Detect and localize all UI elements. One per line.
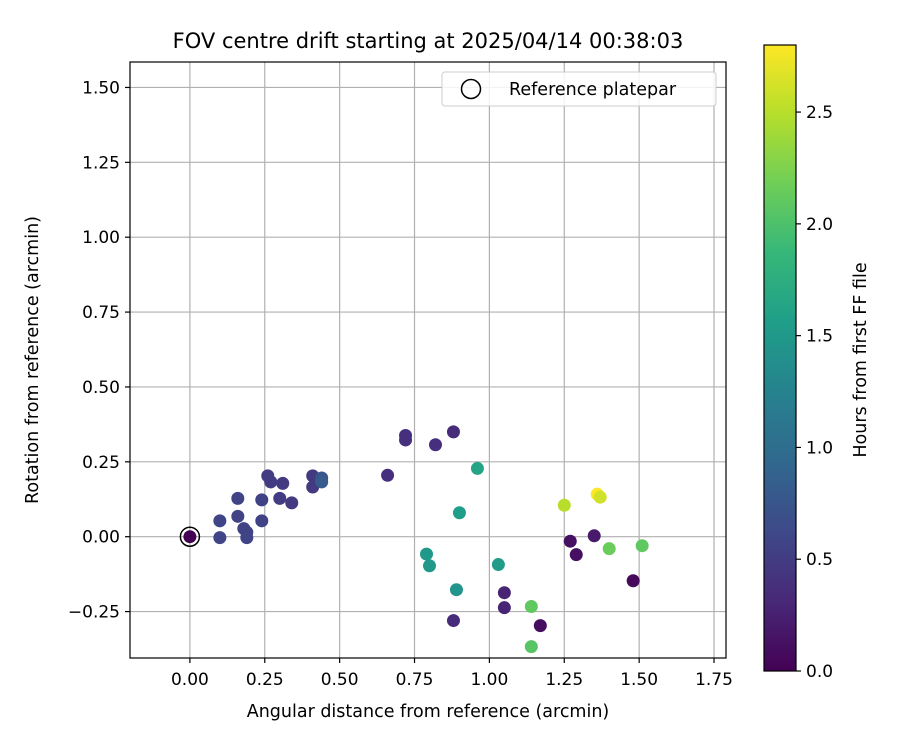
reference-marker-layer — [179, 526, 201, 547]
data-point — [399, 433, 413, 447]
colorbar-tick-label: 2.0 — [806, 215, 833, 235]
x-tick-label: 0.75 — [396, 670, 434, 690]
data-point — [497, 601, 511, 615]
data-point — [183, 530, 197, 544]
y-tick-label: 0.50 — [82, 378, 120, 398]
data-points — [183, 425, 649, 654]
data-point — [635, 539, 649, 553]
data-point — [231, 509, 245, 523]
x-tick-label: 1.25 — [545, 670, 583, 690]
data-point — [563, 534, 577, 548]
data-point — [569, 548, 583, 562]
data-point — [420, 547, 434, 561]
y-tick-label: 0.25 — [82, 453, 120, 473]
reference-platepar-marker — [179, 526, 201, 547]
data-point — [213, 531, 227, 545]
data-point — [276, 476, 290, 490]
colorbar-tick-label: 0.5 — [806, 550, 833, 570]
legend-box — [441, 71, 717, 107]
data-point — [231, 491, 245, 505]
y-tick-label: −0.25 — [68, 603, 120, 623]
data-point — [557, 498, 571, 512]
data-point — [446, 614, 460, 628]
y-tick-label: 1.00 — [82, 228, 120, 248]
data-point — [470, 461, 484, 475]
data-point — [213, 514, 227, 528]
data-point — [587, 529, 601, 543]
legend: Reference platepar — [441, 71, 717, 107]
data-point — [602, 542, 616, 556]
data-point — [381, 468, 395, 482]
colorbar-ticks: 0.0 0.5 1.0 1.5 2.0 2.5 — [796, 103, 833, 682]
data-point — [428, 438, 442, 452]
data-point — [446, 425, 460, 439]
y-tick-label: 0.75 — [82, 303, 120, 323]
data-point — [491, 558, 505, 572]
colorbar-frame — [763, 44, 797, 672]
colorbar-tick-label: 1.0 — [806, 438, 833, 458]
legend-label: Reference platepar — [509, 80, 677, 100]
y-tick-label: 1.25 — [82, 153, 120, 173]
colorbar-tick-label: 2.5 — [806, 103, 833, 123]
colorbar-tick-label: 1.5 — [806, 327, 833, 347]
colorbar: 0.0 0.5 1.0 1.5 2.0 2.5 Hours from first FF f… — [763, 44, 871, 682]
x-axis-label: Angular distance from reference (arcmin) — [247, 702, 610, 722]
legend-marker — [460, 78, 482, 100]
chart-title: FOV centre drift starting at 2025/04/14 … — [173, 29, 684, 53]
colorbar-tick-label: 0.0 — [806, 662, 833, 682]
grid — [130, 62, 726, 658]
data-point — [240, 531, 254, 545]
data-point — [285, 496, 299, 510]
colorbar-gradient — [764, 45, 796, 671]
data-point — [449, 583, 463, 597]
x-axis: 0.00 0.25 0.50 0.75 1.00 1.25 1.50 1.75 — [171, 658, 733, 690]
data-point — [452, 506, 466, 520]
data-point — [273, 491, 287, 505]
data-point — [533, 619, 547, 633]
data-point — [255, 493, 269, 507]
x-tick-label: 1.75 — [695, 670, 733, 690]
data-point — [315, 475, 329, 489]
data-point — [626, 574, 640, 588]
y-tick-label: 0.00 — [82, 528, 120, 548]
data-point — [524, 640, 538, 654]
x-tick-label: 1.50 — [620, 670, 658, 690]
data-point — [255, 514, 269, 528]
plot-frame — [129, 61, 727, 659]
x-tick-label: 0.00 — [171, 670, 209, 690]
colorbar-label: Hours from first FF file — [851, 262, 871, 457]
data-point — [524, 599, 538, 613]
x-tick-label: 1.00 — [470, 670, 508, 690]
data-point — [422, 559, 436, 573]
y-axis-label: Rotation from reference (arcmin) — [23, 216, 43, 504]
data-point — [497, 586, 511, 600]
x-tick-label: 0.50 — [321, 670, 359, 690]
y-axis: −0.25 0.00 0.25 0.50 0.75 1.00 1.25 1.50 — [68, 78, 130, 623]
data-point — [593, 490, 607, 504]
y-tick-label: 1.50 — [82, 78, 120, 98]
x-tick-label: 0.25 — [246, 670, 284, 690]
data-point — [264, 475, 278, 489]
